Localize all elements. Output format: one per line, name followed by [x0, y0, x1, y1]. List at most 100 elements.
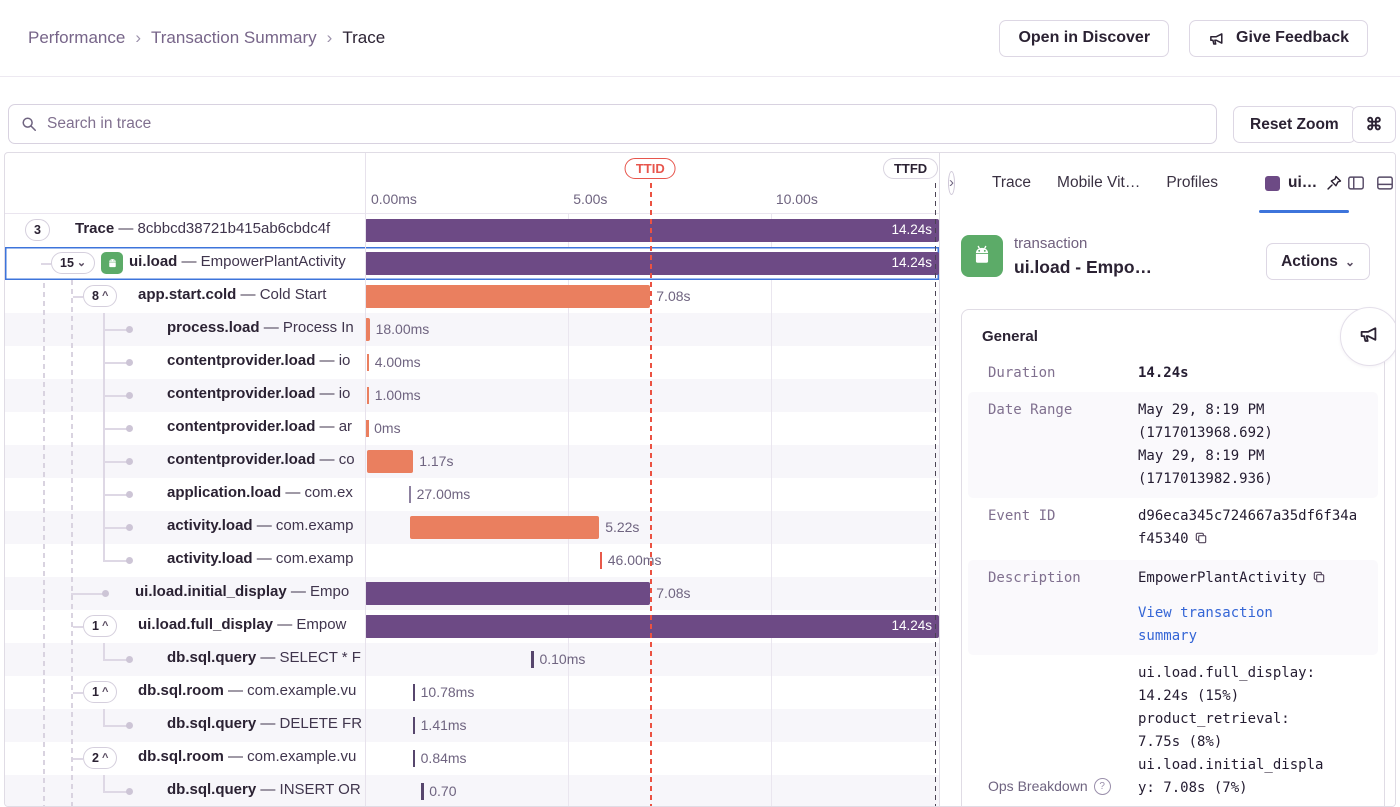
span-label: contentprovider.load — io — [167, 352, 351, 369]
span-duration-tick[interactable] — [599, 552, 603, 569]
detail-label: Ops Breakdown? — [988, 662, 1138, 800]
page-header: Performance › Transaction Summary › Trac… — [0, 0, 1400, 77]
span-timeline-cell: 46.00ms — [365, 544, 939, 577]
megaphone-icon — [1208, 29, 1227, 48]
search-box[interactable] — [8, 104, 1217, 144]
span-count-pill[interactable]: 1 ^ — [83, 681, 118, 703]
span-duration-tick[interactable] — [366, 354, 370, 371]
leaf-dot-icon — [126, 326, 133, 333]
span-count-pill[interactable]: 2 ^ — [83, 747, 118, 769]
span-timeline-cell: 14.24s — [365, 214, 939, 247]
span-row-ui.load.initial_display[interactable]: ui.load.initial_display — Empo 7.08s — [5, 577, 939, 610]
span-row-Trace[interactable]: 3 Trace — 8cbbcd38721b415ab6cbdc4f 14.24s — [5, 214, 939, 247]
span-row-app.start.cold[interactable]: 8 ^ app.start.cold — Cold Start 7.08s — [5, 280, 939, 313]
general-section: General Duration 14.24s Date Range May 29, … — [961, 309, 1385, 806]
reset-zoom-button[interactable]: Reset Zoom — [1233, 106, 1356, 143]
span-count-pill[interactable]: 15 ⌄ — [51, 252, 96, 274]
view-transaction-summary-link[interactable]: View transaction summary — [1138, 605, 1273, 644]
detail-value: 14.24s — [1138, 365, 1189, 381]
span-count-pill[interactable]: 1 ^ — [83, 615, 118, 637]
duration-label: 7.08s — [656, 585, 691, 601]
transaction-header: transaction ui.load - Empo… — [961, 235, 1152, 278]
span-duration-bar[interactable] — [365, 582, 651, 605]
ttfd-badge[interactable]: TTFD — [882, 158, 939, 179]
span-row-db.sql.query[interactable]: db.sql.query — INSERT OR 0.70 — [5, 775, 939, 806]
span-count-pill[interactable]: 8 ^ — [83, 285, 118, 307]
span-row-contentprovider.load[interactable]: contentprovider.load — io 1.00ms — [5, 379, 939, 412]
android-icon — [101, 252, 123, 274]
timeline-header: TTID TTFD 0.00ms 5.00s 10.00s — [5, 153, 939, 214]
span-duration-bar[interactable]: 14.24s — [365, 615, 939, 638]
span-label: app.start.cold — Cold Start — [138, 286, 327, 303]
leaf-dot-icon — [126, 524, 133, 531]
collapse-panel-icon[interactable]: › — [948, 171, 955, 195]
leaf-dot-icon — [102, 590, 109, 597]
ttid-badge[interactable]: TTID — [624, 158, 676, 179]
span-duration-bar[interactable]: 14.24s — [365, 252, 939, 275]
megaphone-icon — [1358, 322, 1382, 351]
span-duration-tick[interactable] — [412, 717, 416, 734]
leaf-dot-icon — [126, 359, 133, 366]
span-duration-bar[interactable] — [365, 318, 370, 341]
copy-icon[interactable] — [1194, 530, 1208, 553]
span-label: ui.load — EmpowerPlantActivity — [129, 253, 346, 270]
tab-mobile-vitals[interactable]: Mobile Vit… — [1057, 174, 1141, 191]
span-duration-tick[interactable] — [366, 387, 370, 404]
duration-label: 14.24s — [891, 255, 932, 270]
tab-profiles[interactable]: Profiles — [1166, 174, 1219, 191]
span-timeline-cell: 10.78ms — [365, 676, 939, 709]
span-row-activity.load[interactable]: activity.load — com.examp 5.22s — [5, 511, 939, 544]
span-label: process.load — Process In — [167, 319, 354, 336]
span-count-pill[interactable]: 3 — [25, 219, 50, 241]
detail-label: Description — [988, 570, 1081, 586]
detail-value: EmpowerPlantActivity View transaction sum… — [1138, 567, 1364, 648]
span-duration-bar[interactable] — [409, 516, 600, 539]
span-row-db.sql.query[interactable]: db.sql.query — DELETE FR 1.41ms — [5, 709, 939, 742]
span-duration-tick[interactable] — [412, 750, 416, 767]
shortcut-button[interactable]: ⌘ — [1352, 106, 1396, 143]
tab-ui-load-active[interactable]: ui… — [1258, 153, 1350, 213]
actions-button[interactable]: Actions ⌄ — [1266, 243, 1370, 280]
span-duration-tick[interactable] — [408, 486, 412, 503]
span-row-application.load[interactable]: application.load — com.ex 27.00ms — [5, 478, 939, 511]
span-tree-cell: contentprovider.load — io — [5, 379, 365, 412]
leaf-dot-icon — [126, 425, 133, 432]
copy-icon[interactable] — [1312, 569, 1326, 592]
span-timeline-cell: 5.22s — [365, 511, 939, 544]
tab-trace[interactable]: Trace — [992, 174, 1032, 191]
layout-bottom-panel-icon[interactable] — [1376, 174, 1394, 192]
span-row-db.sql.room[interactable]: 1 ^ db.sql.room — com.example.vu 10.78ms — [5, 676, 939, 709]
span-row-contentprovider.load[interactable]: contentprovider.load — io 4.00ms — [5, 346, 939, 379]
span-tree-cell: 8 ^ app.start.cold — Cold Start — [5, 280, 365, 313]
layout-sidebar-left-icon[interactable] — [1347, 174, 1365, 192]
span-duration-tick[interactable] — [421, 783, 424, 800]
span-label: db.sql.room — com.example.vu — [138, 748, 357, 765]
span-row-activity.load[interactable]: activity.load — com.examp 46.00ms — [5, 544, 939, 577]
span-duration-tick[interactable] — [412, 684, 416, 701]
search-input[interactable] — [45, 114, 1204, 134]
leaf-dot-icon — [126, 557, 133, 564]
duration-label: 27.00ms — [416, 486, 471, 502]
duration-label: 0ms — [374, 420, 401, 436]
span-duration-tick[interactable] — [531, 651, 534, 668]
pin-icon[interactable] — [1325, 174, 1343, 192]
breadcrumb-transaction-summary[interactable]: Transaction Summary — [151, 28, 317, 47]
span-duration-bar[interactable] — [365, 285, 651, 308]
span-timeline-cell: 7.08s — [365, 577, 939, 610]
span-row-process.load[interactable]: process.load — Process In 18.00ms — [5, 313, 939, 346]
span-duration-tick[interactable] — [366, 420, 369, 437]
breadcrumb-performance[interactable]: Performance — [28, 28, 126, 47]
span-row-db.sql.room[interactable]: 2 ^ db.sql.room — com.example.vu 0.84ms — [5, 742, 939, 775]
feedback-fab-button[interactable] — [1340, 307, 1395, 366]
span-row-ui.load.full_display[interactable]: 1 ^ ui.load.full_display — Empow 14.24s — [5, 610, 939, 643]
span-duration-bar[interactable] — [367, 450, 414, 473]
duration-label: 14.24s — [891, 618, 932, 633]
open-in-discover-button[interactable]: Open in Discover — [999, 19, 1170, 57]
span-row-db.sql.query[interactable]: db.sql.query — SELECT * F 0.10ms — [5, 643, 939, 676]
span-duration-bar[interactable]: 14.24s — [365, 219, 939, 242]
span-row-contentprovider.load[interactable]: contentprovider.load — ar 0ms — [5, 412, 939, 445]
span-row-ui.load[interactable]: 15 ⌄ ui.load — EmpowerPlantActivity 14.24s — [5, 247, 939, 280]
span-timeline-cell: 0.84ms — [365, 742, 939, 775]
give-feedback-button[interactable]: Give Feedback — [1189, 19, 1368, 57]
span-row-contentprovider.load[interactable]: contentprovider.load — co 1.17s — [5, 445, 939, 478]
